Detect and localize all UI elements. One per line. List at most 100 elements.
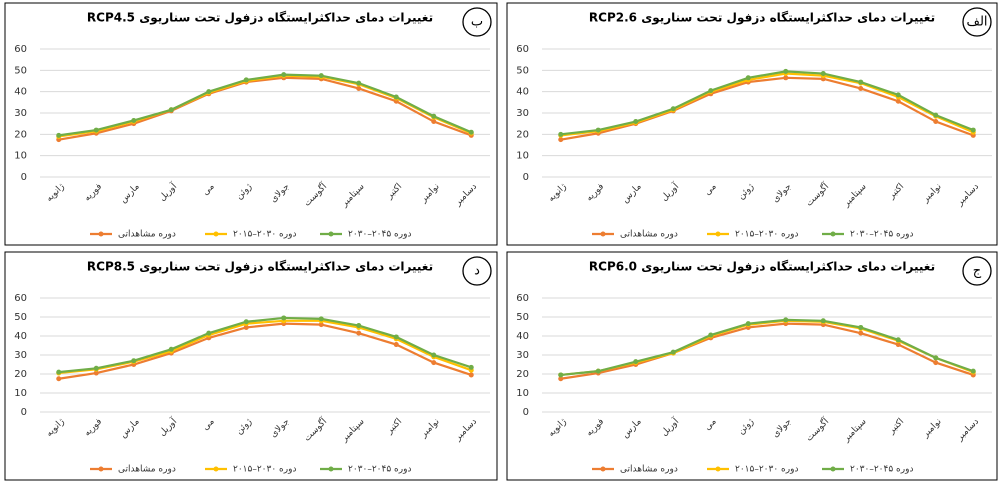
y-tick-label: 20 (14, 129, 27, 140)
series-line (58, 73, 472, 137)
panel-label: د (474, 264, 480, 279)
point (431, 352, 437, 358)
y-tick-label: 30 (14, 108, 27, 119)
y-tick-label: 10 (14, 151, 27, 162)
point (468, 372, 474, 378)
point (431, 113, 437, 119)
y-tick-label: 50 (14, 312, 27, 323)
point (431, 360, 437, 366)
legend-label: دوره ۲۰۳۰–۲۰۱۵ (233, 465, 296, 475)
point (468, 364, 474, 370)
y-tick-label: 20 (14, 369, 27, 380)
y-tick-label: 40 (516, 87, 529, 98)
point (356, 330, 362, 336)
y-tick-label: 40 (14, 331, 27, 342)
point (933, 112, 939, 118)
chart-title: تغییرات دمای حداکثرایستگاه دزفول تحت سنا… (87, 260, 433, 275)
point (670, 106, 676, 112)
legend-label: دوره مشاهداتی (620, 230, 678, 240)
legend-label: دوره ۲۰۴۵–۲۰۳۰ (850, 230, 913, 240)
y-tick-label: 10 (14, 388, 27, 399)
point (558, 137, 564, 143)
point (356, 323, 362, 329)
panel-border (4, 2, 498, 246)
point (708, 332, 714, 338)
point (783, 68, 789, 74)
chart-title: تغییرات دمای حداکثرایستگاه دزفول تحت سنا… (589, 11, 935, 26)
legend-label: دوره مشاهداتی (620, 465, 678, 475)
legend-marker (213, 231, 219, 237)
legend-marker (830, 466, 836, 472)
series-line (58, 76, 472, 141)
y-tick-label: 20 (516, 369, 529, 380)
point (168, 107, 174, 113)
y-tick-label: 40 (516, 331, 529, 342)
y-tick-label: 30 (516, 350, 529, 361)
legend-marker (98, 231, 104, 237)
point (56, 369, 62, 375)
point (745, 75, 751, 81)
y-tick-label: 10 (516, 388, 529, 399)
legend-label: دوره ۲۰۴۵–۲۰۳۰ (348, 465, 411, 475)
y-tick-label: 0 (523, 407, 529, 418)
point (558, 376, 564, 382)
point (56, 132, 62, 138)
panel-label-circle (462, 7, 492, 37)
point (895, 92, 901, 98)
point (595, 127, 601, 133)
point (206, 89, 212, 95)
legend-marker (830, 231, 836, 237)
legend-marker (328, 466, 334, 472)
point (858, 79, 864, 85)
panel-border (4, 251, 498, 481)
point (933, 355, 939, 361)
point (858, 85, 864, 91)
point (281, 72, 287, 78)
point (970, 368, 976, 374)
legend-marker (600, 466, 606, 472)
series-line (560, 70, 974, 136)
chart-title: تغییرات دمای حداکثرایستگاه دزفول تحت سنا… (87, 11, 433, 26)
y-tick-label: 50 (516, 312, 529, 323)
y-tick-label: 30 (14, 350, 27, 361)
point (131, 117, 137, 123)
panel-border (506, 251, 998, 481)
point (393, 94, 399, 100)
point (131, 358, 137, 364)
y-tick-label: 60 (516, 44, 529, 55)
point (393, 342, 399, 348)
y-tick-label: 0 (21, 172, 27, 183)
series-line (58, 316, 472, 374)
panel-label-circle (962, 7, 992, 37)
panel-label-circle (462, 256, 492, 286)
point (745, 321, 751, 327)
point (243, 324, 249, 330)
y-tick-label: 60 (14, 44, 27, 55)
chart-title: تغییرات دمای حداکثرایستگاه دزفول تحت سنا… (589, 260, 935, 275)
y-tick-label: 30 (516, 108, 529, 119)
point (168, 346, 174, 352)
panel-border (506, 2, 998, 246)
series-line (560, 318, 974, 377)
legend-label: دوره ۲۰۳۰–۲۰۱۵ (735, 465, 798, 475)
point (858, 330, 864, 336)
point (895, 337, 901, 343)
point (431, 119, 437, 125)
point (970, 127, 976, 133)
legend-marker (213, 466, 219, 472)
panel-label: الف (966, 15, 987, 30)
point (783, 75, 789, 81)
point (820, 318, 826, 324)
point (595, 368, 601, 374)
legend-label: دوره ۲۰۴۵–۲۰۳۰ (348, 230, 411, 240)
point (633, 359, 639, 365)
y-tick-label: 60 (516, 293, 529, 304)
point (318, 73, 324, 79)
point (670, 349, 676, 355)
point (243, 319, 249, 325)
panel-label-circle (962, 256, 992, 286)
series-line (58, 322, 472, 380)
point (895, 98, 901, 104)
point (820, 71, 826, 77)
